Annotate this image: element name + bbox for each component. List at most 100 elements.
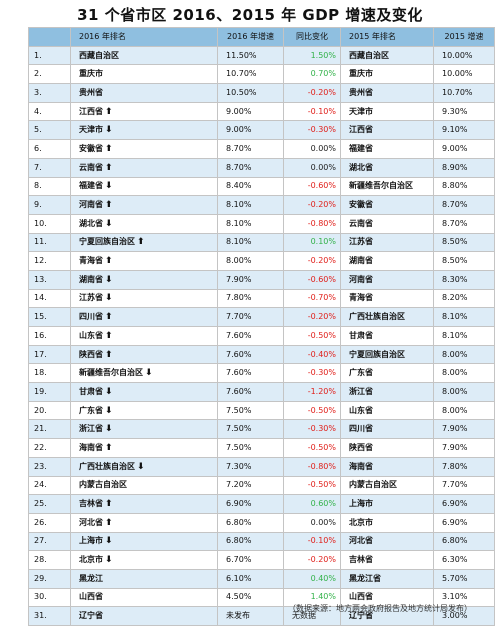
rank-cell: 31. [28,606,71,626]
table-header-row: 2016 年排名 2016 年增速 同比变化 2015 年排名 2015 增速 [28,27,495,47]
table-row: 2. 重庆市 10.70% 0.70% 重庆市 10.00% [28,64,495,85]
growth-2015-cell: 8.00% [433,400,495,421]
growth-2015-cell: 8.00% [433,344,495,365]
table-row: 1. 西藏自治区 11.50% 1.50% 西藏自治区 10.00% [28,45,495,66]
province-2016-label: 贵州省 [79,87,103,97]
province-2016-label: 甘肃省 [79,386,103,396]
growth-2015-cell: 8.80% [433,176,495,197]
province-2015-cell: 青海省 [340,288,434,309]
arrow-up-icon: ⬆ [105,143,113,154]
table-row: 23. 广西壮族自治区 ⬇ 7.30% -0.80% 海南省 7.80% [28,456,495,477]
gdp-growth-table: 2016 年排名 2016 年增速 同比变化 2015 年排名 2015 增速 … [28,27,495,626]
change-cell: -0.10% [283,101,341,122]
table-row: 29. 黑龙江 6.10% 0.40% 黑龙江省 5.70% [28,568,495,589]
province-2016-cell: 浙江省 ⬇ [70,419,218,440]
rank-cell: 18. [28,363,71,384]
growth-2015-cell: 10.00% [433,45,495,66]
arrow-up-icon: ⬆ [105,349,113,360]
growth-2015-cell: 8.90% [433,157,495,178]
rank-cell: 15. [28,307,71,327]
rank-cell: 26. [28,512,71,533]
change-cell: -0.60% [283,269,341,290]
table-row: 12. 青海省 ⬆ 8.00% -0.20% 湖南省 8.50% [28,251,495,271]
growth-2015-cell: 8.20% [433,288,495,309]
province-2015-cell: 浙江省 [340,382,434,402]
change-cell: 0.00% [283,157,341,178]
province-2016-cell: 黑龙江 [70,568,218,589]
change-cell: -0.50% [283,475,341,496]
province-2016-cell: 陕西省 ⬆ [70,344,218,365]
province-2015-cell: 湖南省 [340,251,434,271]
province-2016-cell: 山西省 [70,587,218,608]
growth-2015-cell: 7.70% [433,475,495,496]
province-2016-cell: 青海省 ⬆ [70,251,218,271]
growth-2016-cell: 8.10% [217,232,284,253]
province-2016-cell: 福建省 ⬇ [70,176,218,197]
change-cell: -0.20% [283,195,341,215]
province-2015-cell: 重庆市 [340,64,434,85]
table-row: 10. 湖北省 ⬇ 8.10% -0.80% 云南省 8.70% [28,213,495,234]
province-2016-cell: 四川省 ⬆ [70,307,218,327]
province-2016-cell: 云南省 ⬆ [70,157,218,178]
growth-2016-cell: 未发布 [217,606,284,626]
growth-2015-cell: 9.00% [433,139,495,159]
table-row: 4. 江西省 ⬆ 9.00% -0.10% 天津市 9.30% [28,101,495,122]
header-change: 同比变化 [283,27,341,47]
province-2015-cell: 甘肃省 [340,326,434,346]
table-row: 19. 甘肃省 ⬇ 7.60% -1.20% 浙江省 8.00% [28,382,495,402]
province-2016-label: 上海市 [79,536,103,546]
growth-2016-cell: 7.60% [217,363,284,384]
growth-2015-cell: 7.90% [433,438,495,458]
province-2016-cell: 广西壮族自治区 ⬇ [70,456,218,477]
province-2016-cell: 辽宁省 [70,606,218,626]
province-2016-label: 天津市 [79,125,103,135]
growth-2015-cell: 8.50% [433,232,495,253]
arrow-down-icon: ⬇ [105,386,113,397]
province-2016-cell: 江西省 ⬆ [70,101,218,122]
growth-2015-cell: 8.30% [433,269,495,290]
rank-cell: 2. [28,64,71,85]
province-2015-cell: 天津市 [340,101,434,122]
growth-2015-cell: 8.00% [433,382,495,402]
province-2015-cell: 辽宁省 [340,606,434,626]
table-row: 27. 上海市 ⬇ 6.80% -0.10% 河北省 6.80% [28,531,495,552]
province-2016-cell: 甘肃省 ⬇ [70,382,218,402]
province-2015-cell: 新疆维吾尔自治区 [340,176,434,197]
province-2016-label: 安徽省 [79,143,103,153]
change-cell: 0.00% [283,512,341,533]
province-2015-cell: 福建省 [340,139,434,159]
rank-cell: 11. [28,232,71,253]
change-cell: 0.70% [283,64,341,85]
growth-2015-cell: 6.80% [433,531,495,552]
province-2015-cell: 吉林省 [340,550,434,570]
province-2016-label: 重庆市 [79,69,103,79]
growth-2016-cell: 9.00% [217,120,284,141]
growth-2015-cell: 9.30% [433,101,495,122]
rank-cell: 5. [28,120,71,141]
rank-cell: 19. [28,382,71,402]
province-2016-label: 云南省 [79,162,103,172]
arrow-up-icon: ⬆ [105,517,113,528]
growth-2016-cell: 8.10% [217,195,284,215]
province-2016-label: 宁夏回族自治区 [79,237,135,247]
province-2015-cell: 宁夏回族自治区 [340,344,434,365]
province-2016-cell: 湖南省 ⬇ [70,269,218,290]
growth-2016-cell: 6.90% [217,494,284,514]
table-row: 8. 福建省 ⬇ 8.40% -0.60% 新疆维吾尔自治区 8.80% [28,176,495,197]
province-2016-cell: 上海市 ⬇ [70,531,218,552]
growth-2016-cell: 7.60% [217,382,284,402]
province-2016-cell: 广东省 ⬇ [70,400,218,421]
province-2015-cell: 海南省 [340,456,434,477]
growth-2015-cell: 9.10% [433,120,495,141]
province-2016-label: 海南省 [79,442,103,452]
arrow-down-icon: ⬇ [105,218,113,229]
change-cell: -0.50% [283,326,341,346]
table-row: 5. 天津市 ⬇ 9.00% -0.30% 江西省 9.10% [28,120,495,141]
province-2016-cell: 宁夏回族自治区 ⬆ [70,232,218,253]
arrow-up-icon: ⬆ [105,499,113,510]
change-cell: -0.20% [283,307,341,327]
table-row: 31. 辽宁省 未发布 无数据 辽宁省 3.00% [28,606,495,626]
province-2015-cell: 河南省 [340,269,434,290]
province-2016-cell: 湖北省 ⬇ [70,213,218,234]
province-2015-cell: 四川省 [340,419,434,440]
